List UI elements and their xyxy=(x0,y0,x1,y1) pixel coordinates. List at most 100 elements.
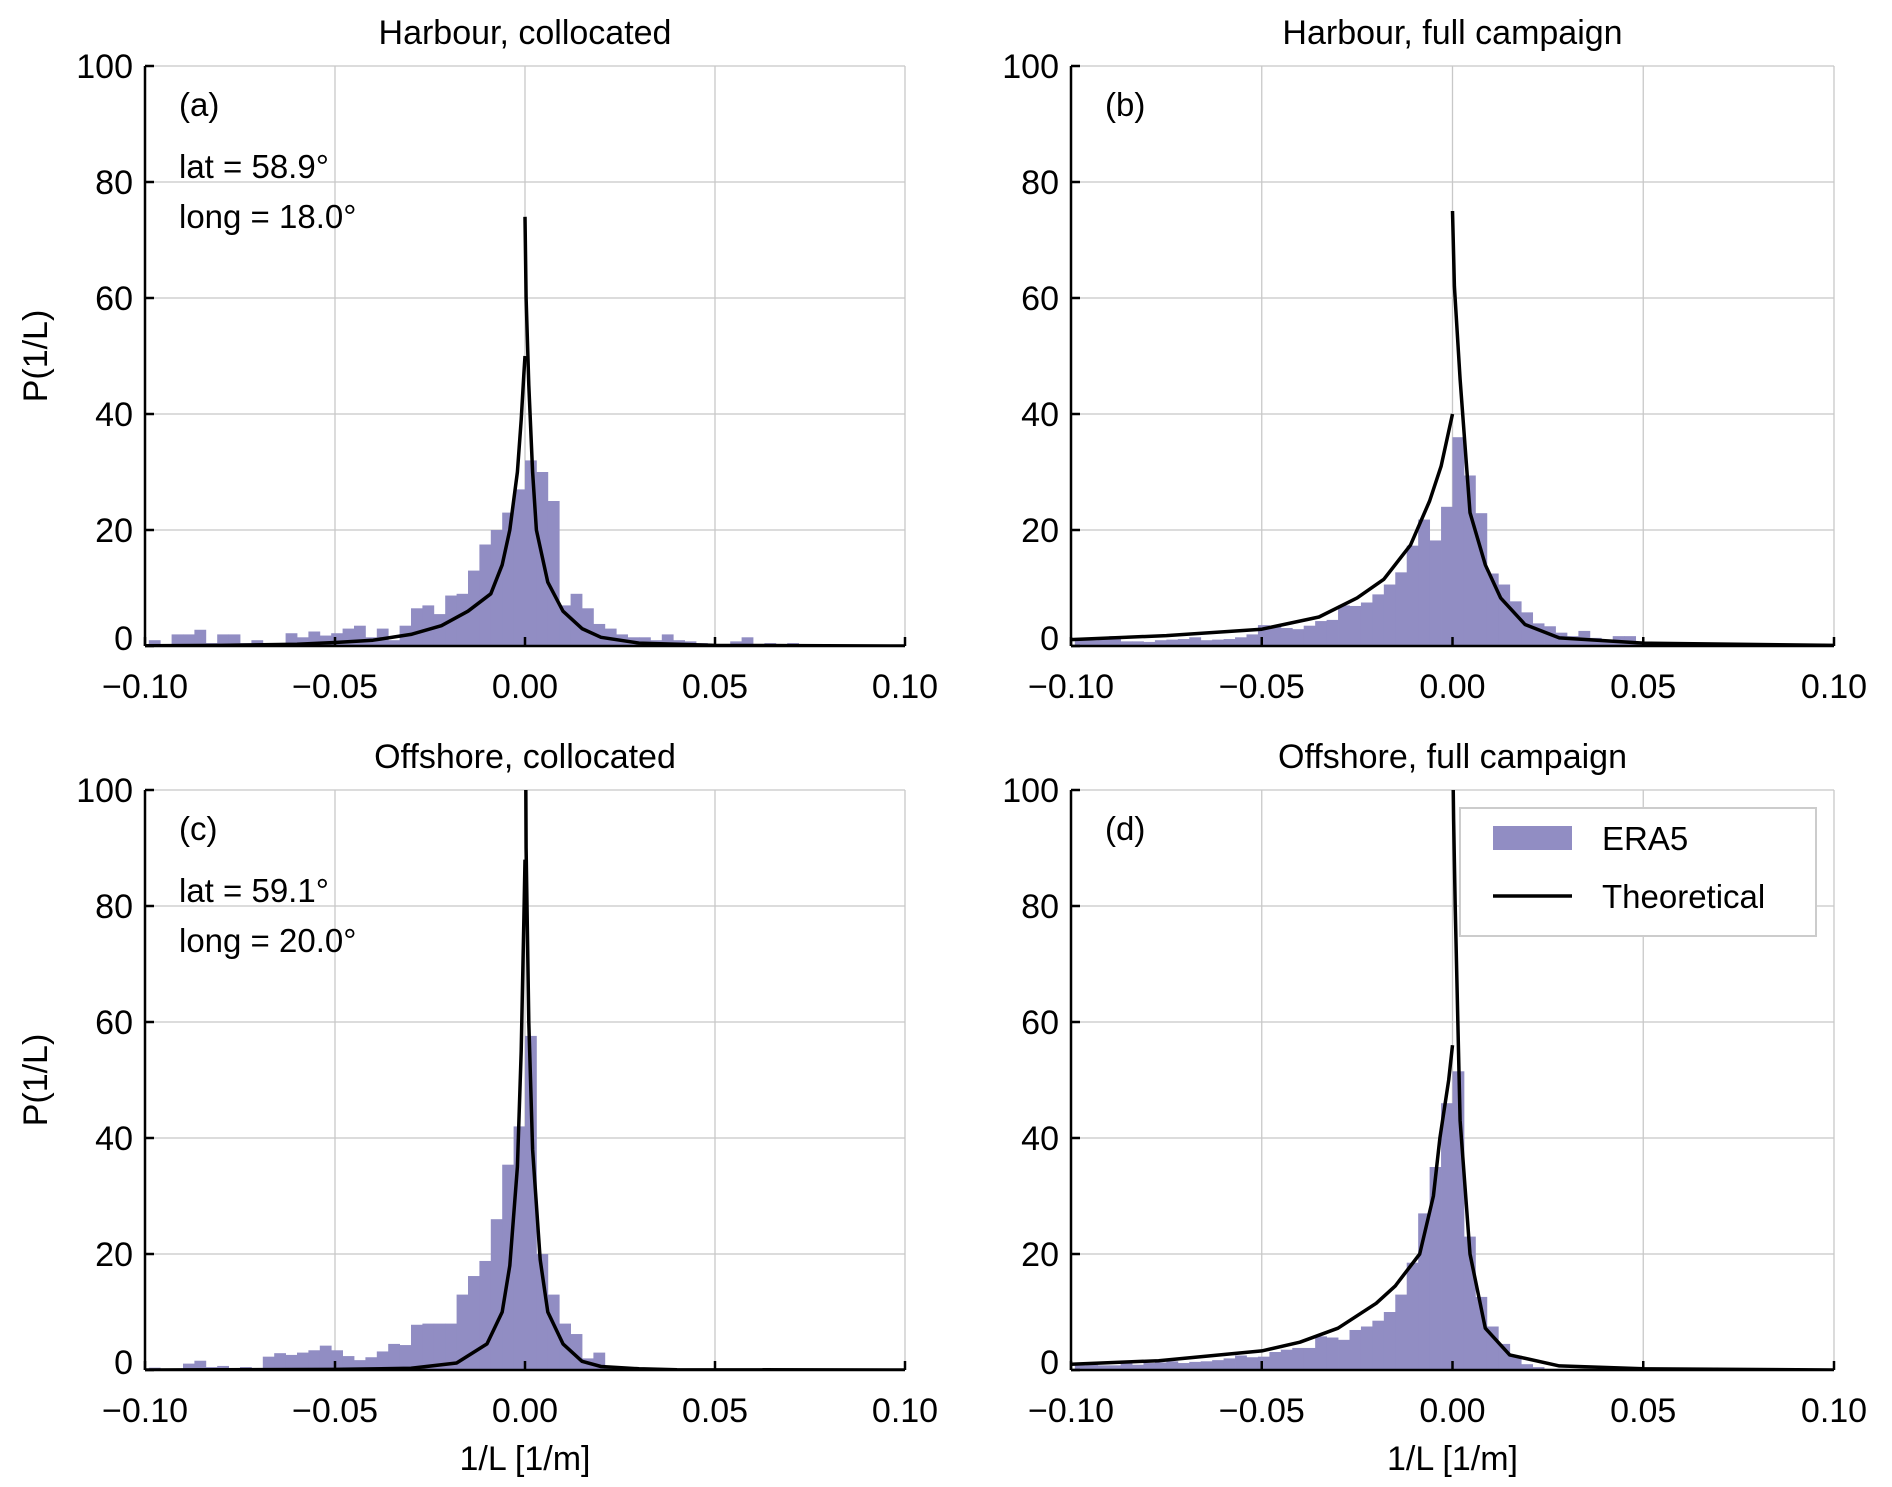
hist-bar xyxy=(570,593,583,646)
hist-bar xyxy=(468,1276,480,1370)
hist-bar xyxy=(1429,540,1442,646)
y-tick-label: 40 xyxy=(95,396,133,434)
hist-bar xyxy=(1223,1358,1236,1370)
hist-bar xyxy=(217,1365,229,1370)
panel-title: Offshore, collocated xyxy=(374,738,676,776)
y-tick-label: 0 xyxy=(1040,1344,1059,1382)
y-tick-label: 40 xyxy=(1021,396,1059,434)
hist-bar xyxy=(1349,605,1362,646)
x-tick-label: −0.10 xyxy=(102,668,188,706)
hist-bar xyxy=(183,1363,195,1370)
hist-bar xyxy=(331,633,343,646)
x-tick-label: −0.10 xyxy=(1028,1392,1114,1430)
hist-bar xyxy=(456,593,469,646)
hist-bar xyxy=(297,637,309,646)
hist-bar xyxy=(1475,513,1488,646)
hist-bar xyxy=(1475,1296,1488,1370)
hist-bar xyxy=(1200,640,1213,646)
x-tick-label: −0.10 xyxy=(1028,668,1114,706)
y-axis-label: P(1/L) xyxy=(17,310,55,403)
hist-bar xyxy=(525,1035,537,1370)
x-tick-label: 0.05 xyxy=(682,668,748,706)
y-tick-label: 0 xyxy=(114,620,133,658)
hist-bar xyxy=(1521,612,1534,646)
hist-bar xyxy=(1143,1363,1156,1370)
hist-bar xyxy=(388,1343,400,1370)
hist-bar xyxy=(1212,1360,1224,1370)
hist-bar xyxy=(1463,1236,1476,1370)
hist-bar xyxy=(1166,639,1179,646)
x-tick-label: −0.05 xyxy=(292,668,378,706)
hist-bar xyxy=(1498,1343,1511,1370)
x-axis-label: 1/L [1/m] xyxy=(459,1440,590,1478)
hist-bar xyxy=(1452,437,1465,646)
hist-bar xyxy=(376,1351,389,1370)
hist-bar xyxy=(1074,637,1087,646)
hist-bar xyxy=(1509,1355,1522,1370)
hist-bar xyxy=(365,1357,378,1370)
hist-bar xyxy=(479,544,492,646)
hist-bar xyxy=(1132,1364,1144,1370)
hist-bar xyxy=(297,1352,309,1370)
hist-bar xyxy=(1120,641,1133,646)
hist-bar xyxy=(730,641,742,646)
hist-bar xyxy=(411,1324,423,1370)
hist-bar xyxy=(1486,573,1499,646)
y-tick-label: 60 xyxy=(95,1004,133,1042)
hist-bar xyxy=(331,1350,343,1370)
hist-bar xyxy=(183,634,195,646)
hist-bar xyxy=(1086,640,1099,646)
y-tick-label: 80 xyxy=(95,164,133,202)
hist-bar xyxy=(1132,641,1144,646)
hist-bar xyxy=(582,608,594,646)
hist-bar xyxy=(559,605,571,646)
hist-bar xyxy=(422,605,435,646)
legend-label-era5: ERA5 xyxy=(1602,820,1688,857)
panel-label: (a) xyxy=(179,86,219,123)
hist-bar xyxy=(1338,1339,1350,1370)
hist-bar xyxy=(1280,628,1293,646)
hist-bar xyxy=(1269,625,1282,646)
hist-bar xyxy=(1280,1349,1293,1370)
panel-label: (c) xyxy=(179,810,217,847)
hist-bar xyxy=(1235,637,1247,646)
hist-bar xyxy=(308,631,321,646)
hist-bar xyxy=(1372,1320,1385,1370)
hist-bar xyxy=(251,640,264,646)
hist-bar xyxy=(1566,636,1579,646)
y-tick-label: 80 xyxy=(95,888,133,926)
location-annotation: lat = 59.1° xyxy=(179,872,329,909)
y-tick-label: 60 xyxy=(95,280,133,318)
hist-bar xyxy=(547,1294,560,1370)
hist-bar xyxy=(148,640,161,646)
hist-bar xyxy=(1441,1103,1453,1370)
x-tick-label: 0.00 xyxy=(492,1392,558,1430)
x-tick-label: 0.05 xyxy=(1610,1392,1676,1430)
hist-bar xyxy=(319,1345,332,1370)
hist-bar xyxy=(422,1323,435,1370)
hist-bar xyxy=(1120,1362,1133,1370)
hist-bar xyxy=(1292,1347,1305,1370)
panel-title: Harbour, full campaign xyxy=(1282,14,1622,52)
hist-bar xyxy=(1441,506,1453,646)
hist-bar xyxy=(1257,1356,1270,1370)
hist-bar xyxy=(456,1294,469,1370)
hist-bar xyxy=(1303,1347,1316,1370)
x-tick-label: 0.10 xyxy=(1801,668,1867,706)
hist-bar xyxy=(1303,625,1316,646)
hist-bar xyxy=(285,1354,298,1370)
hist-bar xyxy=(1109,1365,1121,1370)
y-axis-label: P(1/L) xyxy=(17,1034,55,1127)
hist-bar xyxy=(1097,639,1110,646)
panel-label: (b) xyxy=(1105,86,1145,123)
y-tick-label: 0 xyxy=(1040,620,1059,658)
hist-bar xyxy=(228,634,241,646)
y-tick-label: 20 xyxy=(1021,512,1059,550)
hist-bar xyxy=(1177,639,1190,646)
hist-bar xyxy=(1406,545,1419,646)
hist-bar xyxy=(319,635,332,646)
hist-bar xyxy=(171,634,184,646)
y-tick-label: 40 xyxy=(1021,1120,1059,1158)
hist-bar xyxy=(1406,1262,1419,1370)
theoretical-curve-left xyxy=(145,355,527,646)
